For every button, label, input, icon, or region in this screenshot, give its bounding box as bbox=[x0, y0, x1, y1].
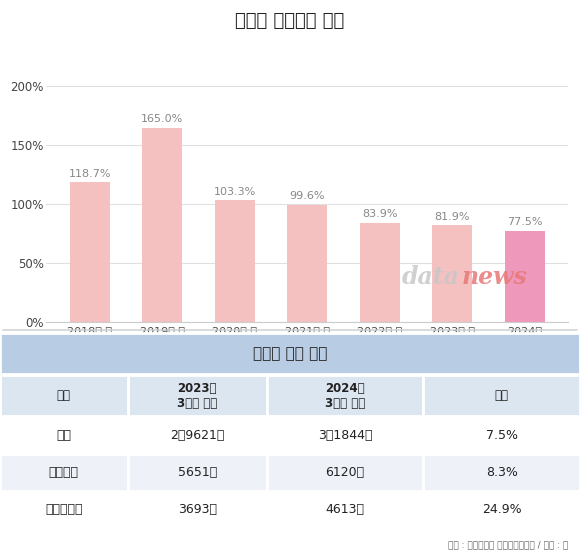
Text: 2조9621억: 2조9621억 bbox=[170, 429, 224, 442]
FancyBboxPatch shape bbox=[128, 417, 267, 453]
Text: 당기순이익: 당기순이익 bbox=[45, 503, 82, 516]
FancyBboxPatch shape bbox=[128, 454, 267, 491]
Text: 구분: 구분 bbox=[57, 389, 71, 402]
Text: 증감: 증감 bbox=[495, 389, 509, 402]
FancyBboxPatch shape bbox=[267, 417, 423, 453]
Text: 99.6%: 99.6% bbox=[289, 191, 325, 201]
Text: 자료 : 금융감독원 전자공시시스템 / 단위 : 원: 자료 : 금융감독원 전자공시시스템 / 단위 : 원 bbox=[448, 540, 568, 549]
FancyBboxPatch shape bbox=[0, 375, 128, 416]
Text: 24.9%: 24.9% bbox=[482, 503, 521, 516]
Bar bbox=[70, 182, 110, 322]
Bar bbox=[143, 128, 182, 322]
Bar bbox=[433, 226, 472, 322]
Bar bbox=[360, 223, 400, 322]
Text: 8.3%: 8.3% bbox=[486, 466, 517, 479]
Text: 4613억: 4613억 bbox=[325, 503, 365, 516]
Text: 3조1844억: 3조1844억 bbox=[318, 429, 372, 442]
Text: 77.5%: 77.5% bbox=[507, 217, 543, 227]
Text: data: data bbox=[401, 265, 459, 289]
Bar bbox=[215, 200, 255, 322]
FancyBboxPatch shape bbox=[128, 492, 267, 527]
FancyBboxPatch shape bbox=[423, 492, 580, 527]
FancyBboxPatch shape bbox=[267, 454, 423, 491]
FancyBboxPatch shape bbox=[0, 333, 580, 374]
FancyBboxPatch shape bbox=[128, 375, 267, 416]
Text: 103.3%: 103.3% bbox=[214, 186, 256, 197]
Text: 5651억: 5651억 bbox=[177, 466, 217, 479]
FancyBboxPatch shape bbox=[267, 492, 423, 527]
Bar bbox=[288, 205, 327, 322]
Text: 2023년
3분기 누적: 2023년 3분기 누적 bbox=[177, 382, 218, 410]
Text: 7.5%: 7.5% bbox=[485, 429, 518, 442]
Text: 3693억: 3693억 bbox=[177, 503, 217, 516]
Text: 2024년
3분기 누적: 2024년 3분기 누적 bbox=[325, 382, 365, 410]
Text: 매출: 매출 bbox=[56, 429, 71, 442]
FancyBboxPatch shape bbox=[423, 417, 580, 453]
Bar bbox=[505, 230, 545, 322]
Text: 코웨이 부채비율 추이: 코웨이 부채비율 추이 bbox=[235, 12, 345, 30]
Text: 83.9%: 83.9% bbox=[362, 210, 398, 219]
FancyBboxPatch shape bbox=[0, 492, 128, 527]
Text: 81.9%: 81.9% bbox=[434, 212, 470, 222]
Text: 영업이익: 영업이익 bbox=[49, 466, 79, 479]
FancyBboxPatch shape bbox=[423, 454, 580, 491]
Text: news: news bbox=[462, 265, 527, 289]
Text: 코웨이 실적 추이: 코웨이 실적 추이 bbox=[253, 346, 327, 361]
Text: 165.0%: 165.0% bbox=[142, 114, 183, 124]
Text: 118.7%: 118.7% bbox=[68, 168, 111, 179]
Text: 6120억: 6120억 bbox=[325, 466, 365, 479]
FancyBboxPatch shape bbox=[0, 417, 128, 453]
FancyBboxPatch shape bbox=[267, 375, 423, 416]
FancyBboxPatch shape bbox=[423, 375, 580, 416]
FancyBboxPatch shape bbox=[0, 454, 128, 491]
